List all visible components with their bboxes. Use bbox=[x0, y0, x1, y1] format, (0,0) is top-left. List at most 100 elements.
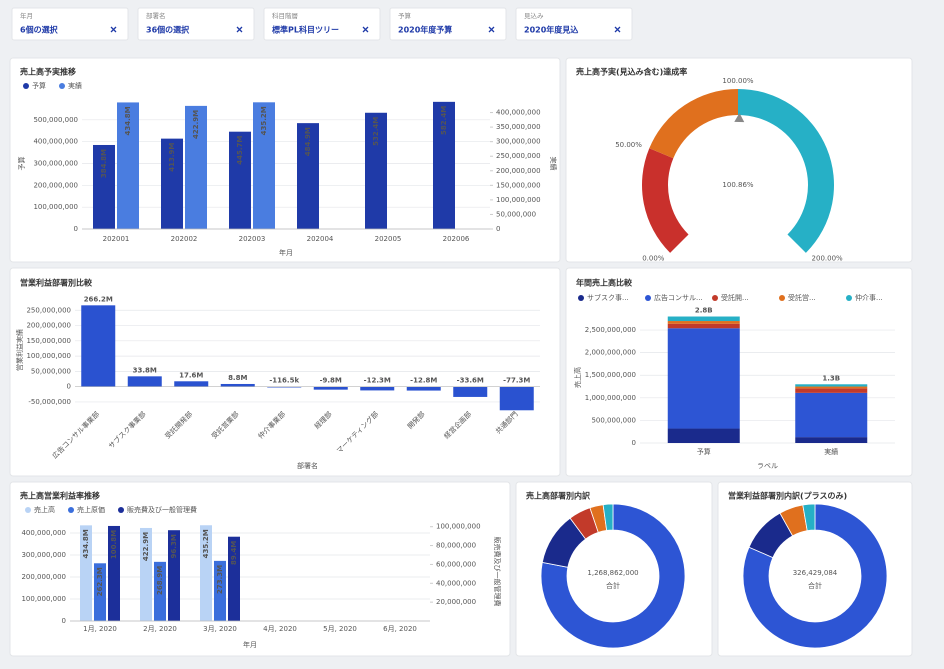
bar bbox=[228, 536, 240, 621]
y-tick-label: 300,000,000 bbox=[21, 551, 66, 559]
gauge-tick-label: 100.00% bbox=[722, 77, 753, 85]
value-label: -9.8M bbox=[320, 377, 342, 385]
filter-label: 部署名 bbox=[146, 11, 166, 20]
bar bbox=[81, 305, 116, 387]
legend-label: 実績 bbox=[68, 81, 82, 90]
filter-box[interactable] bbox=[515, 7, 633, 41]
value-label: 89.4M bbox=[230, 541, 238, 565]
filter[interactable]: 部署名 36個の選択 bbox=[137, 7, 255, 41]
gauge-pointer bbox=[734, 113, 745, 123]
bar bbox=[499, 386, 534, 411]
x-tick-label: 202003 bbox=[239, 235, 266, 243]
y2-tick-label: 50,000,000 bbox=[496, 210, 536, 218]
x-axis-label: 年月 bbox=[243, 640, 257, 649]
y-axis-label: 予算 bbox=[17, 157, 26, 171]
value-label: 100.8M bbox=[110, 530, 118, 559]
y-tick-label: -50,000,000 bbox=[28, 398, 71, 406]
bar bbox=[94, 563, 106, 621]
filter[interactable]: 見込み 2020年度見込 bbox=[515, 7, 633, 41]
y-tick-label: 200,000,000 bbox=[33, 181, 78, 189]
value-label: -33.6M bbox=[457, 377, 484, 385]
x-tick-label: 予算 bbox=[697, 447, 711, 456]
value-label: 33.8M bbox=[133, 366, 157, 374]
filter-value: 2020年度見込 bbox=[524, 25, 578, 35]
panel bbox=[9, 267, 561, 477]
y-tick-label: 200,000,000 bbox=[26, 322, 71, 330]
y2-tick-label: 100,000,000 bbox=[436, 523, 481, 531]
legend-swatch bbox=[846, 295, 852, 301]
legend-label: 売上原価 bbox=[77, 505, 105, 514]
legend-swatch bbox=[578, 295, 584, 301]
filter-box[interactable] bbox=[389, 7, 507, 41]
y-tick-label: 500,000,000 bbox=[33, 116, 78, 124]
y-tick-label: 200,000,000 bbox=[21, 573, 66, 581]
bar bbox=[200, 525, 212, 621]
bar bbox=[406, 386, 441, 391]
legend-label: 広告コンサル... bbox=[654, 293, 703, 302]
bar-segment bbox=[667, 323, 740, 329]
bar bbox=[253, 102, 275, 229]
filter-box[interactable] bbox=[137, 7, 255, 41]
filter[interactable]: 年月 6個の選択 bbox=[11, 7, 129, 41]
value-label: 532.4M bbox=[372, 117, 380, 146]
y-tick-label: 300,000,000 bbox=[33, 160, 78, 168]
total-label: 2.8B bbox=[695, 307, 713, 315]
legend-label: サブスク事... bbox=[587, 293, 629, 302]
filter[interactable]: 予算 2020年度予算 bbox=[389, 7, 507, 41]
chart-title: 売上高予実(見込み含む)達成率 bbox=[576, 67, 687, 77]
value-label: 435.2M bbox=[260, 106, 268, 135]
chart-title: 売上高部署別内訳 bbox=[526, 491, 591, 501]
bar bbox=[365, 112, 387, 229]
y2-tick-label: 400,000,000 bbox=[496, 109, 541, 117]
clear-icon[interactable] bbox=[110, 26, 117, 33]
filter-label: 見込み bbox=[524, 11, 544, 20]
clear-icon[interactable] bbox=[614, 26, 621, 33]
clear-icon[interactable] bbox=[236, 26, 243, 33]
donut-caption: 合計 bbox=[606, 581, 620, 590]
legend-swatch bbox=[712, 295, 718, 301]
value-label: 435.2M bbox=[202, 529, 210, 558]
legend-label: 受託営... bbox=[788, 293, 816, 302]
y-tick-label: 0 bbox=[62, 617, 66, 625]
value-label: 268.9M bbox=[156, 566, 164, 595]
value-label: 8.8M bbox=[228, 374, 247, 382]
bar-segment bbox=[795, 384, 868, 387]
value-label: 422.9M bbox=[142, 532, 150, 561]
y-tick-label: 100,000,000 bbox=[26, 352, 71, 360]
y-axis-label: 営業利益実績 bbox=[15, 329, 24, 371]
clear-icon[interactable] bbox=[488, 26, 495, 33]
legend-swatch bbox=[23, 83, 29, 89]
bar-segment bbox=[667, 328, 740, 429]
y2-tick-label: 20,000,000 bbox=[436, 598, 476, 606]
y2-tick-label: 80,000,000 bbox=[436, 542, 476, 550]
bar bbox=[127, 376, 162, 387]
clear-icon[interactable] bbox=[362, 26, 369, 33]
donut-segment bbox=[602, 503, 614, 531]
bar bbox=[140, 527, 152, 621]
filter-box[interactable] bbox=[263, 7, 381, 41]
y-tick-label: 1,000,000,000 bbox=[585, 394, 636, 402]
value-label: 422.9M bbox=[192, 110, 200, 139]
value-label: 413.9M bbox=[168, 143, 176, 172]
bar-segment bbox=[667, 428, 740, 443]
x-tick-label: 202001 bbox=[103, 235, 130, 243]
gauge-value: 100.86% bbox=[722, 181, 753, 189]
bar bbox=[108, 525, 120, 621]
legend-label: 販売費及び一般管理費 bbox=[127, 505, 197, 514]
y-tick-label: 1,500,000,000 bbox=[585, 371, 636, 379]
bar bbox=[161, 138, 183, 229]
legend-label: 仲介事... bbox=[855, 293, 883, 302]
donut-caption: 合計 bbox=[808, 581, 822, 590]
panel bbox=[9, 481, 511, 657]
donut-total: 1,268,862,000 bbox=[587, 569, 638, 577]
filter-box[interactable] bbox=[11, 7, 129, 41]
value-label: -116.5k bbox=[269, 377, 299, 385]
value-label: 262.3M bbox=[96, 567, 104, 596]
bar bbox=[220, 383, 255, 387]
bar bbox=[313, 386, 348, 390]
bar bbox=[93, 144, 115, 229]
bar bbox=[453, 386, 488, 397]
panel bbox=[9, 57, 561, 263]
